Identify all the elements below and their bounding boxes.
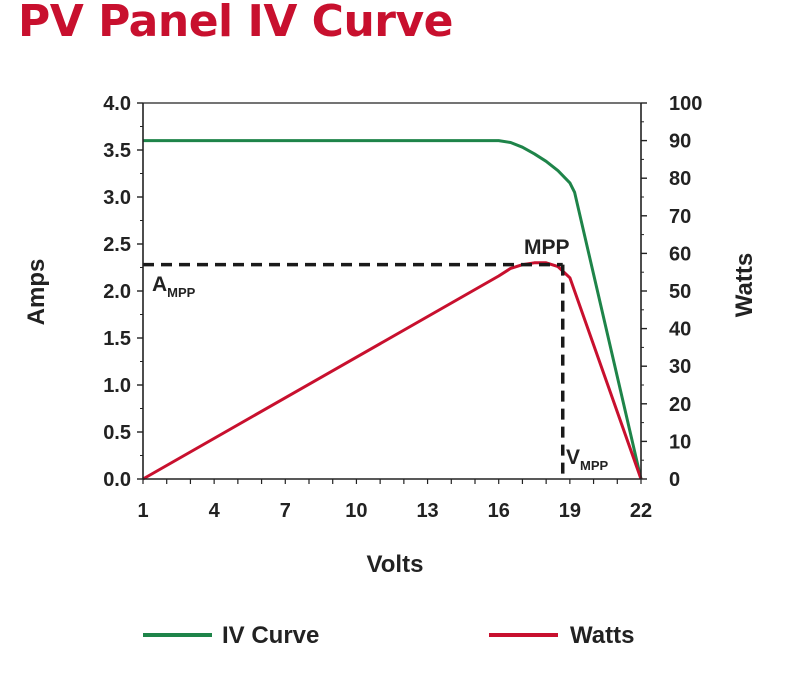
x-tick-label: 10 xyxy=(345,500,367,522)
y-right-tick-label: 90 xyxy=(669,131,691,153)
v-mpp-label: VMPP xyxy=(566,446,609,473)
a-mpp-main: A xyxy=(152,273,167,296)
legend-label-watts: Watts xyxy=(570,622,634,649)
x-tick-label: 13 xyxy=(416,500,438,522)
y-right-axis-title: Watts xyxy=(731,253,758,317)
y-right-tick-label: 20 xyxy=(669,394,691,416)
x-tick-label: 22 xyxy=(630,500,652,522)
y-left-tick-label: 0.5 xyxy=(103,422,131,444)
x-tick-label: 16 xyxy=(488,500,510,522)
y-left-tick-label: 3.5 xyxy=(103,140,131,162)
y-right-tick-label: 10 xyxy=(669,431,691,453)
y-left-tick-label: 1.5 xyxy=(103,328,131,350)
x-tick-label: 7 xyxy=(280,500,291,522)
y-left-tick-label: 2.5 xyxy=(103,234,131,256)
y-right-tick-label: 30 xyxy=(669,356,691,378)
chart-title: PV Panel IV Curve xyxy=(18,0,454,47)
y-left-tick-label: 3.0 xyxy=(103,187,131,209)
y-left-tick-label: 2.0 xyxy=(103,281,131,303)
mpp-label: MPP xyxy=(524,236,570,259)
y-right-tick-label: 50 xyxy=(669,281,691,303)
y-right-tick-label: 100 xyxy=(669,93,702,115)
y-left-tick-label: 1.0 xyxy=(103,375,131,397)
v-mpp-main: V xyxy=(566,446,580,469)
y-left-axis-title: Amps xyxy=(23,259,50,326)
y-right-tick-label: 60 xyxy=(669,243,691,265)
y-left-tick-label: 4.0 xyxy=(103,93,131,115)
a-mpp-label: AMPP xyxy=(152,273,196,300)
a-mpp-sub: MPP xyxy=(167,285,196,300)
x-tick-label: 4 xyxy=(209,500,221,522)
y-right-tick-label: 40 xyxy=(669,319,691,341)
x-tick-label: 19 xyxy=(559,500,581,522)
x-tick-label: 1 xyxy=(137,500,148,522)
series-line-watts xyxy=(142,261,643,481)
y-right-tick-label: 70 xyxy=(669,206,691,228)
y-left-tick-label: 0.0 xyxy=(103,469,131,491)
legend: IV Curve Watts xyxy=(143,622,634,649)
series-line-iv-curve xyxy=(143,139,643,480)
x-axis-title: Volts xyxy=(367,551,424,578)
y-right-tick-label: 80 xyxy=(669,168,691,190)
y-right-tick-label: 0 xyxy=(669,469,680,491)
legend-label-iv-curve: IV Curve xyxy=(222,622,319,649)
v-mpp-sub: MPP xyxy=(580,458,609,473)
